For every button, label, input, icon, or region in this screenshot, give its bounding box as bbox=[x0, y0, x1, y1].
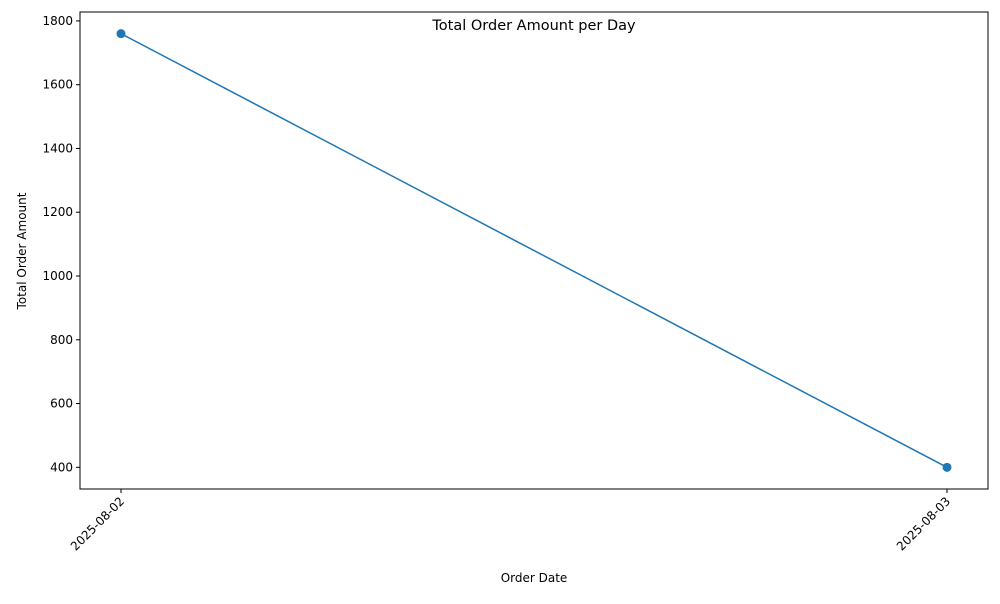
series-line bbox=[120, 33, 948, 468]
plot-series bbox=[116, 29, 952, 472]
x-axis-label: Order Date bbox=[501, 571, 568, 585]
y-axis-label: Total Order Amount bbox=[15, 192, 29, 310]
y-tick-label: 1600 bbox=[42, 78, 73, 92]
y-tick-label: 1200 bbox=[42, 205, 73, 219]
y-tick-label: 800 bbox=[50, 333, 73, 347]
y-tick-label: 400 bbox=[50, 460, 73, 474]
y-tick-label: 600 bbox=[50, 397, 73, 411]
y-tick-label: 1000 bbox=[42, 269, 73, 283]
chart-title: Total Order Amount per Day bbox=[431, 18, 636, 34]
data-point bbox=[942, 462, 952, 472]
y-tick-label: 1800 bbox=[42, 14, 73, 28]
data-point bbox=[116, 29, 126, 39]
y-axis-ticks: 400 600 800 1000 1200 1400 1600 1800 bbox=[42, 14, 80, 474]
plot-frame bbox=[79, 11, 989, 490]
y-tick-label: 1400 bbox=[42, 141, 73, 155]
